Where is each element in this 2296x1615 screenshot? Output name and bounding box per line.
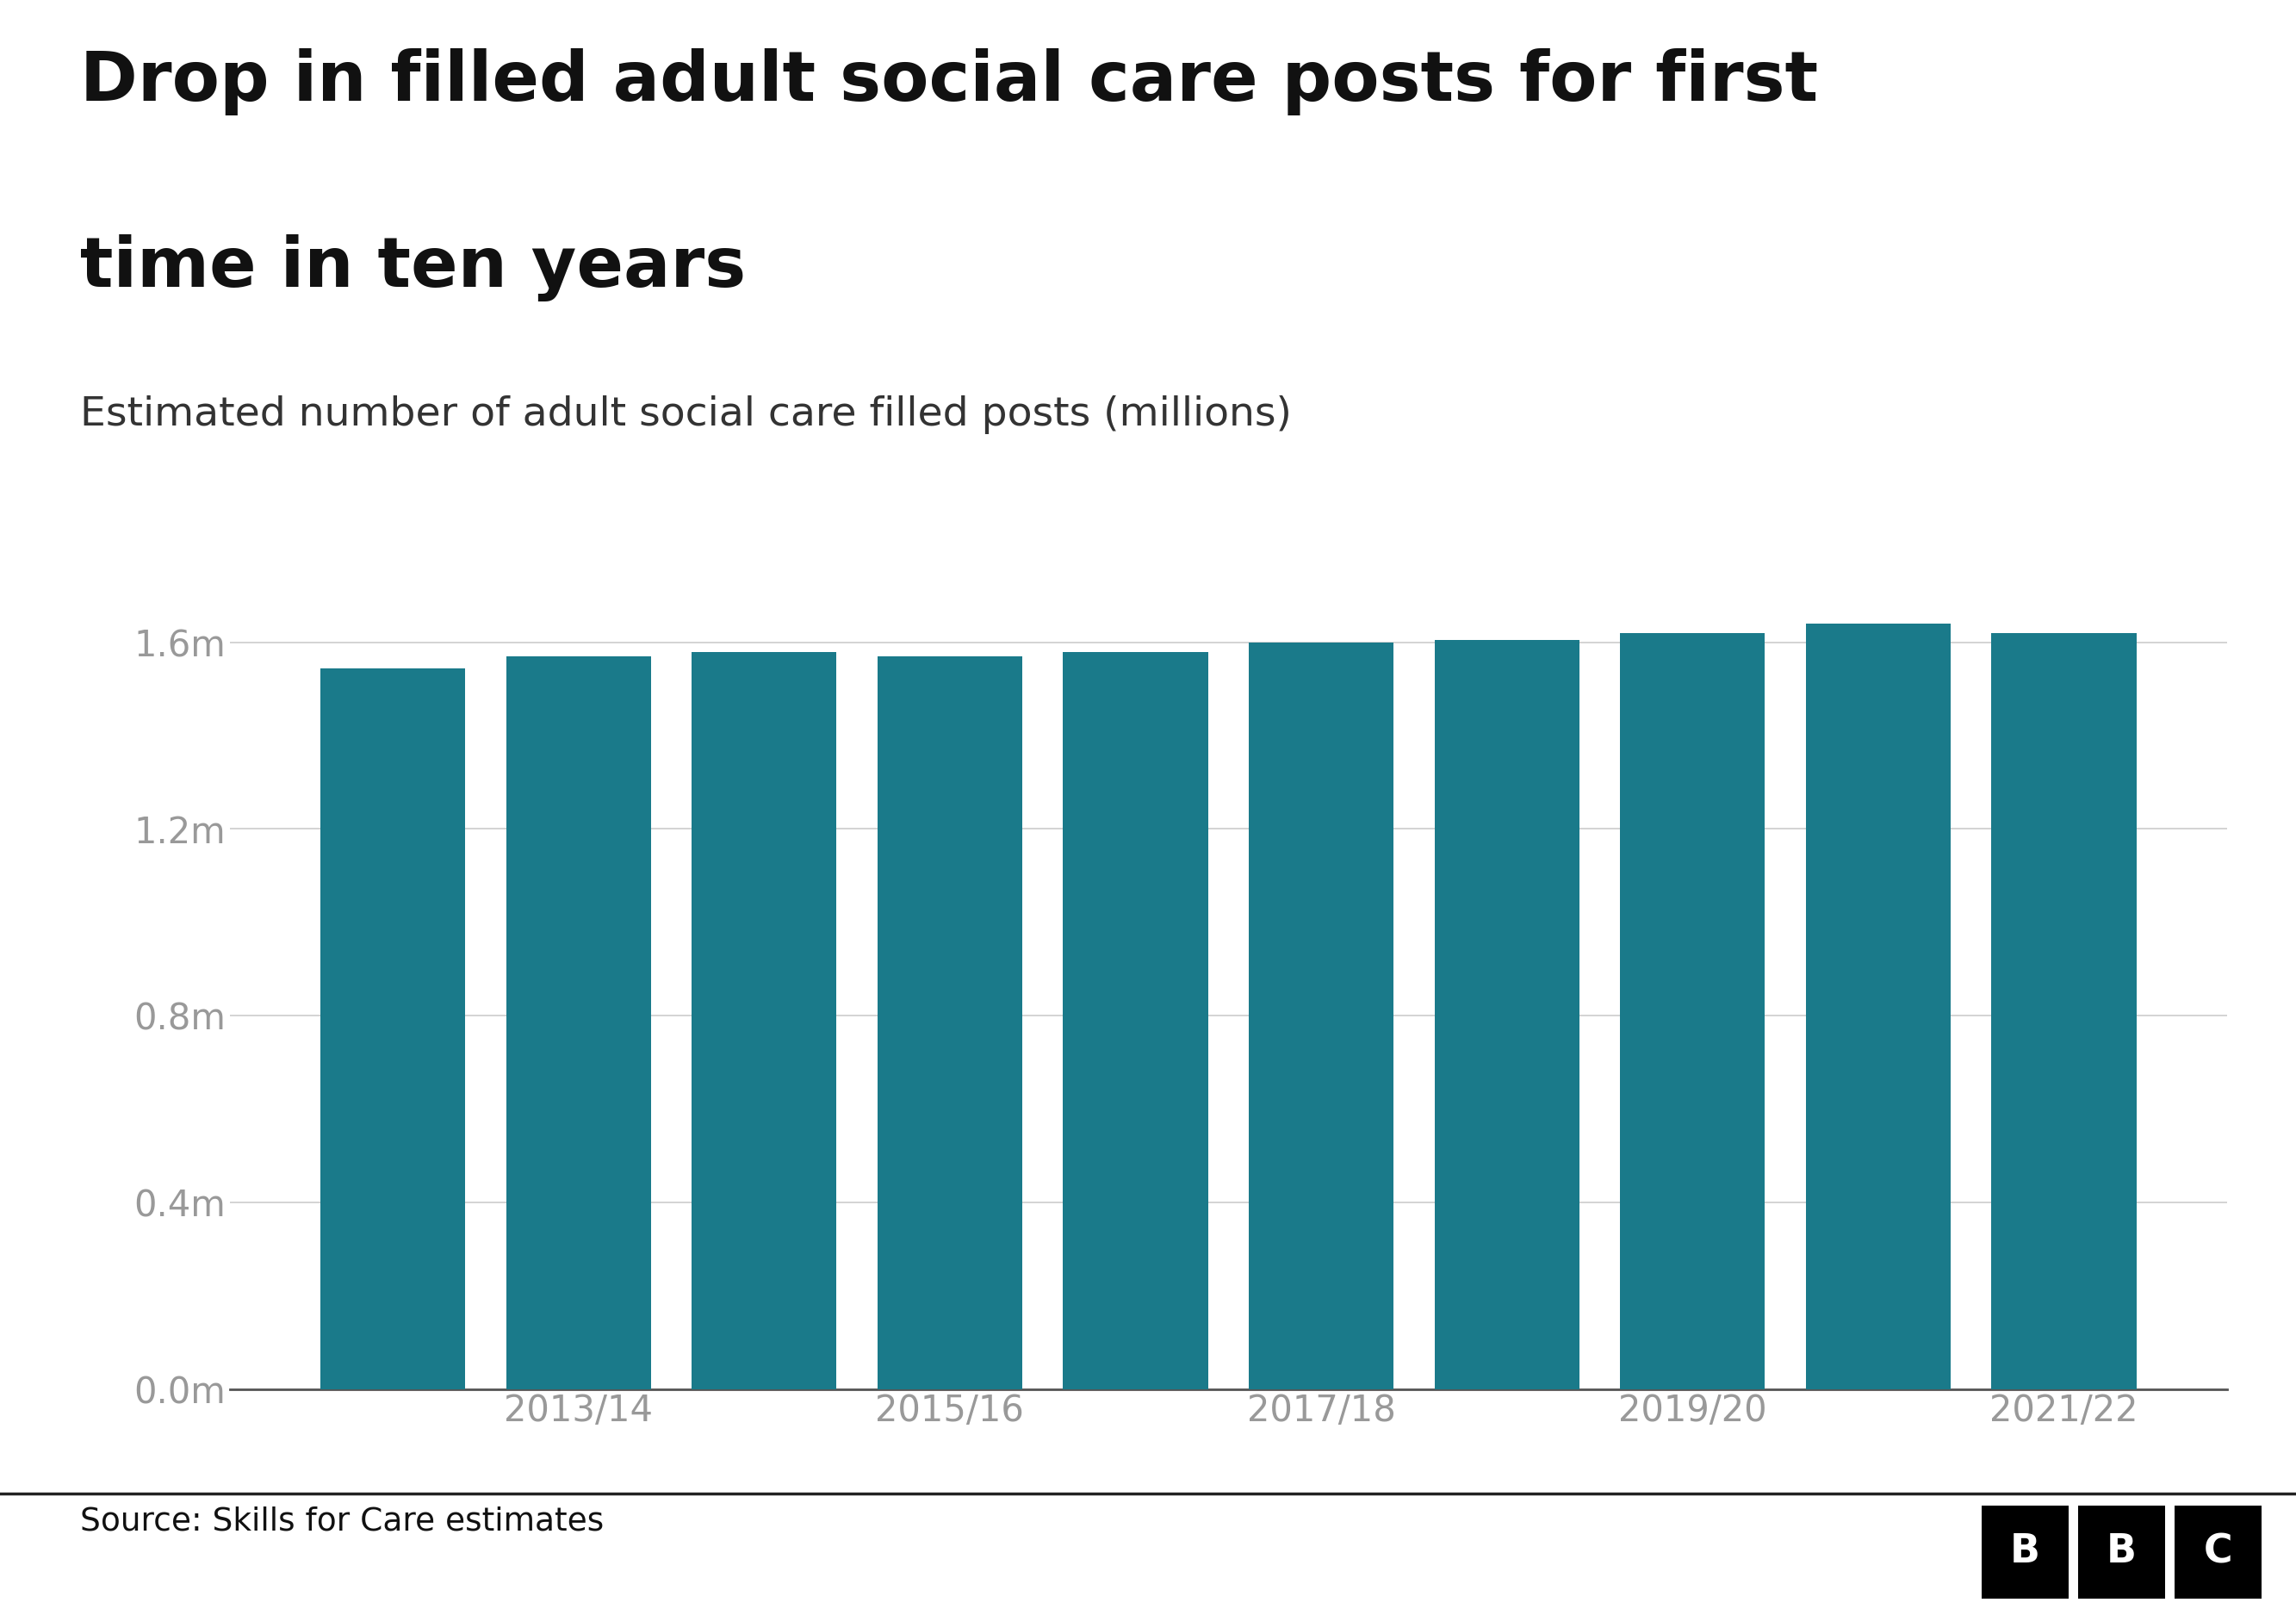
- Bar: [1621, 633, 1766, 1389]
- Text: time in ten years: time in ten years: [80, 234, 746, 302]
- Text: C: C: [2204, 1533, 2232, 1571]
- Bar: [691, 652, 836, 1389]
- Text: Estimated number of adult social care filled posts (millions): Estimated number of adult social care fi…: [80, 396, 1293, 434]
- Text: B: B: [2105, 1533, 2138, 1571]
- Bar: [1435, 640, 1580, 1389]
- Bar: [1063, 652, 1208, 1389]
- Bar: [1991, 633, 2135, 1389]
- Bar: [877, 656, 1022, 1389]
- Text: Drop in filled adult social care posts for first: Drop in filled adult social care posts f…: [80, 48, 1818, 116]
- Bar: [321, 669, 466, 1389]
- Bar: [1807, 623, 1952, 1389]
- Bar: [505, 656, 650, 1389]
- Text: Source: Skills for Care estimates: Source: Skills for Care estimates: [80, 1505, 604, 1537]
- Text: B: B: [2009, 1533, 2041, 1571]
- Bar: [1249, 643, 1394, 1389]
